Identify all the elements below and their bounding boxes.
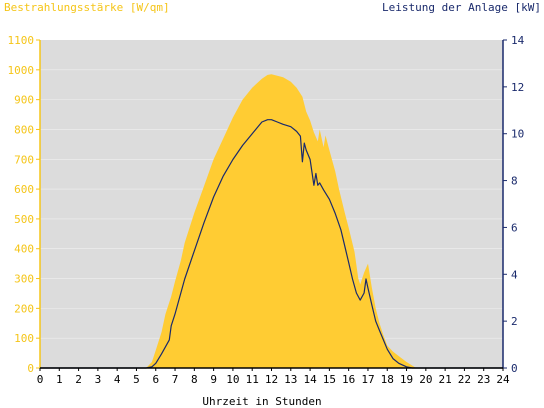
x-tick-label: 23 [477,373,490,386]
irradiance-area-layer [146,74,417,369]
right-tick-label: 2 [511,315,518,328]
right-tick-label: 10 [511,128,524,141]
left-tick-label: 900 [14,94,34,107]
x-tick-label: 24 [496,373,510,386]
x-tick-label: 14 [303,373,317,386]
right-axis-title: Leistung der Anlage [kW] [382,1,541,14]
left-tick-label: 300 [14,273,34,286]
x-tick-label: 13 [284,373,297,386]
x-tick-label: 0 [37,373,44,386]
left-tick-label: 1100 [8,34,35,47]
left-tick-label: 1000 [8,64,35,77]
x-tick-label: 7 [172,373,179,386]
axes [36,39,507,371]
x-tick-label: 20 [419,373,432,386]
x-tick-label: 1 [56,373,63,386]
left-tick-label: 400 [14,243,34,256]
x-tick-label: 15 [323,373,336,386]
left-tick-label: 800 [14,123,34,136]
left-tick-label: 200 [14,302,34,315]
irradiance-area [146,74,417,369]
x-tick-label: 11 [246,373,259,386]
x-tick-label: 19 [400,373,413,386]
x-tick-label: 18 [381,373,394,386]
left-axis-title: Bestrahlungsstärke [W/qm] [4,1,170,14]
tick-labels: 0100200300400500600700800900100011000246… [8,34,525,386]
right-tick-label: 12 [511,81,524,94]
right-tick-label: 4 [511,268,518,281]
right-tick-label: 8 [511,175,518,188]
x-axis-title: Uhrzeit in Stunden [202,395,321,408]
x-tick-label: 16 [342,373,355,386]
power-line [40,119,503,369]
left-tick-label: 700 [14,153,34,166]
left-tick-label: 100 [14,332,34,345]
x-tick-label: 21 [439,373,452,386]
right-tick-label: 14 [511,34,525,47]
left-tick-label: 0 [27,362,34,375]
x-tick-label: 5 [133,373,140,386]
left-tick-label: 500 [14,213,34,226]
right-tick-label: 6 [511,221,518,234]
x-tick-label: 10 [226,373,239,386]
x-tick-label: 6 [152,373,159,386]
power-line-layer [40,119,503,369]
x-tick-label: 17 [361,373,374,386]
x-tick-label: 12 [265,373,278,386]
x-tick-label: 4 [114,373,121,386]
right-tick-label: 0 [511,362,518,375]
left-tick-label: 600 [14,183,34,196]
x-tick-label: 22 [458,373,471,386]
x-tick-label: 3 [95,373,102,386]
x-tick-label: 9 [210,373,217,386]
x-tick-label: 2 [75,373,82,386]
x-tick-label: 8 [191,373,198,386]
